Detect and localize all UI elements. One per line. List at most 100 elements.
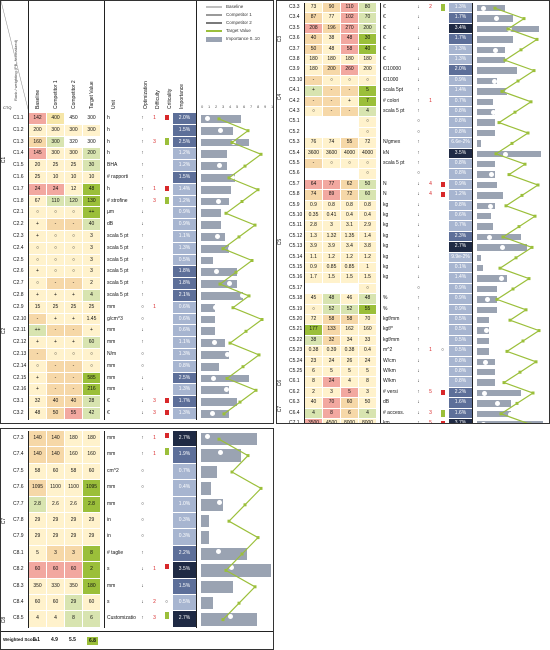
target-value-cell: 3.8 [359,242,377,252]
panel-top-left: Baseline Competitor 1 Competitor 2 Target V… [0,0,274,424]
unit-cell: N [381,179,413,190]
difficulty-cell [149,266,161,278]
importance-bar [477,285,497,293]
target-value-cell: 48 [83,183,101,195]
competitor-1-cell: 25 [47,160,65,171]
optimization-cell: ○ [137,301,149,313]
target-value-cell: 50 [359,179,377,190]
criticality-cell [161,384,173,396]
importance-bar [201,292,243,300]
table-row: C5.5- ○ ○ ○ scala 5 pt ↑ 0.8% [277,159,549,169]
criticality-cell [437,23,449,34]
target-value-cell: 1.2 [359,252,377,262]
baseline-marker [504,120,509,126]
baseline-marker [485,297,490,303]
criticality-cell [161,195,173,207]
competitor-1-cell: 24 [47,183,65,195]
optimization-cell: ↑ [413,346,425,356]
target-point [529,100,533,104]
competitor-1-cell: 300 [47,124,65,136]
optimization-cell: ↓ [413,200,425,210]
target-value-cell: 585 [83,372,101,384]
baseline-cell: 3.9 [305,242,323,252]
criticality-cell [437,44,449,54]
competitor-1-cell: ○ [47,254,65,266]
importance-bar [477,369,495,376]
scale-tick: 10 [271,104,274,109]
baseline-marker [214,269,219,275]
criticality-cell [437,356,449,366]
competitor-2-cell: ○ [341,159,359,169]
competitor-1-cell: ○ [323,159,341,169]
optimization-cell: ↑ [137,254,149,266]
target-point [217,117,221,121]
baseline-cell: 160 [29,136,47,148]
baseline-cell: 38 [305,335,323,346]
optimization-cell: ↓ [413,273,425,283]
target-value-cell: ○ [359,159,377,169]
optimization-cell: ↓ [137,372,149,384]
table-row: C1.8 67 110 120 130 # strofine ↑ 3 1.2% [1,195,273,208]
target-polyline [218,438,262,621]
importance-bar [477,171,495,178]
criticality-cell [161,242,173,254]
baseline-cell: 25 [29,172,47,183]
importance-bar [201,327,215,336]
target-point [256,188,260,192]
optimization-cell: ↓ [413,23,425,34]
competitor-1-cell: - [323,86,341,96]
importance-bar [477,348,489,355]
unit-cell: € [105,396,137,407]
importance-bar [477,181,497,189]
optimization-cell: ↓ [137,325,149,337]
difficulty-cell [425,169,437,179]
competitor-1-cell: 90 [323,3,341,13]
optimization-cell: ↑ [137,172,149,183]
table-row: C4.3 ○ - -4 scala 5 pt ↑ 0.8% [277,107,549,117]
competitor-2-cell: 320 [65,136,83,148]
baseline-marker [498,307,503,313]
difficulty-cell [149,124,161,136]
table-row: C2.5 ○ ○ ○ 3 scala 5 pt ↑ 0.5% [1,254,273,267]
table-row: C5.2 ○ ○ 0.8% [277,127,549,138]
target-value-cell: 42 [83,408,101,419]
competitor-2-cell: - [65,360,83,372]
criticality-cell [437,273,449,283]
target-point [503,58,507,62]
table-row: C5.10 0.35 0.41 0.4 0.4 kg ↓ 0.6% [277,211,549,221]
target-point [244,329,248,333]
optimization-cell: ↑ [413,315,425,325]
difficulty-cell [149,231,161,242]
criticality-green-marker [441,4,445,11]
difficulty-cell [425,263,437,273]
target-point [227,176,231,180]
baseline-marker [500,245,505,251]
difficulty-cell [425,273,437,283]
target-point [536,183,540,187]
optimization-cell: ↓ [137,219,149,230]
baseline-marker [486,266,491,271]
optimization-cell: ↑ [413,304,425,314]
table-row: C2.8 + + +4 scala 5 pt ↑ 2.1% [1,290,273,302]
legend-label: Competitor 1 [226,12,252,17]
importance-bar [477,223,493,230]
legend: Baseline Competitor 1 Competitor 2 Target V… [206,3,273,43]
target-point [518,370,522,374]
target-value-cell: 3 [83,266,101,278]
table-row: C5.1 ○ ○ 0.8% [277,117,549,127]
importance-bar [477,150,541,157]
baseline-marker [229,210,234,216]
weighted-score-value: 6.8 [87,637,98,645]
baseline-cell: 1.1 [305,252,323,262]
target-point [501,235,505,239]
importance-bar [201,126,233,135]
importance-bar [201,256,213,265]
target-value-cell: 300 [83,136,101,148]
competitor-2-cell: - [65,325,83,337]
optimization-cell: ○ [413,127,425,138]
competitor-1-cell: 25 [47,301,65,313]
target-value-cell: 0.8 [359,200,377,210]
column-separator [28,113,29,420]
optimization-cell: ↓ [413,242,425,252]
target-point [519,48,523,52]
